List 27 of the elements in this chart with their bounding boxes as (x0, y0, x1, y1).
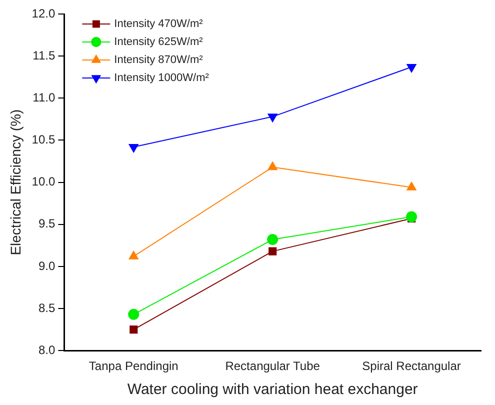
y-tick-label: 9.5 (38, 216, 56, 231)
point (406, 211, 418, 222)
y-axis-title: Electrical Efficiency (%) (7, 109, 24, 256)
legend-label: Intensity 625W/m² (114, 36, 204, 48)
y-tick-label: 8.5 (38, 300, 56, 315)
y-tick-label: 9.0 (38, 258, 56, 273)
point (128, 250, 138, 260)
point (128, 308, 140, 320)
y-tick-label: 12.0 (32, 6, 56, 20)
y-tick-label: 11.0 (32, 90, 56, 104)
point (128, 144, 138, 152)
x-tick-label: Tanpa Pendingin (88, 359, 178, 374)
x-tick-label: Spiral Rectangular (362, 359, 461, 374)
y-tick-label: 10.5 (32, 132, 56, 147)
legend-label: Intensity 1000W/m² (114, 72, 210, 84)
point (268, 114, 278, 122)
point (130, 326, 138, 334)
y-tick-label: 10.0 (32, 174, 56, 189)
x-tick-label: Rectangular Tube (225, 359, 320, 374)
legend-label: Intensity 470W/m² (114, 18, 204, 30)
legend-label: Intensity 870W/m² (114, 54, 204, 66)
y-tick-label: 8.0 (38, 342, 56, 357)
x-axis-title: Water cooling with variation heat exchanger (127, 381, 418, 398)
point (406, 64, 416, 73)
point (267, 234, 278, 246)
point (268, 247, 277, 256)
y-tick-label: 11.5 (32, 48, 56, 62)
